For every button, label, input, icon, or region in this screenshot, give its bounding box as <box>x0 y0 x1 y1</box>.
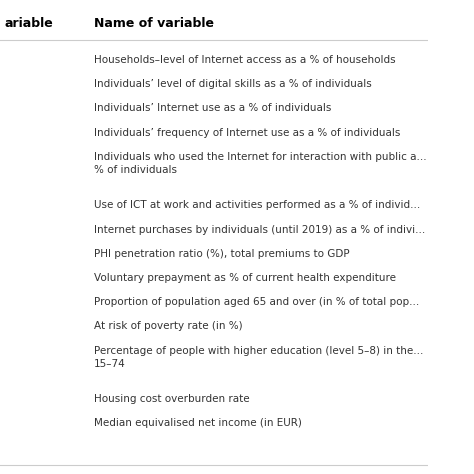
Text: Percentage of people with higher education (level 5–8) in the...
15–74: Percentage of people with higher educati… <box>94 346 423 369</box>
Text: Use of ICT at work and activities performed as a % of individ...: Use of ICT at work and activities perfor… <box>94 201 420 210</box>
Text: ariable: ariable <box>4 17 53 29</box>
Text: Individuals’ level of digital skills as a % of individuals: Individuals’ level of digital skills as … <box>94 79 372 89</box>
Text: PHI penetration ratio (%), total premiums to GDP: PHI penetration ratio (%), total premium… <box>94 249 350 259</box>
Text: Households–level of Internet access as a % of households: Households–level of Internet access as a… <box>94 55 396 65</box>
Text: Individuals’ Internet use as a % of individuals: Individuals’ Internet use as a % of indi… <box>94 103 331 113</box>
Text: Housing cost overburden rate: Housing cost overburden rate <box>94 394 250 404</box>
Text: At risk of poverty rate (in %): At risk of poverty rate (in %) <box>94 321 243 331</box>
Text: Median equivalised net income (in EUR): Median equivalised net income (in EUR) <box>94 419 302 428</box>
Text: Internet purchases by individuals (until 2019) as a % of indivi...: Internet purchases by individuals (until… <box>94 225 425 235</box>
Text: Proportion of population aged 65 and over (in % of total pop...: Proportion of population aged 65 and ove… <box>94 297 419 307</box>
Text: Voluntary prepayment as % of current health expenditure: Voluntary prepayment as % of current hea… <box>94 273 396 283</box>
Text: Name of variable: Name of variable <box>94 17 214 29</box>
Text: Individuals who used the Internet for interaction with public a...
% of individu: Individuals who used the Internet for in… <box>94 152 427 175</box>
Text: Individuals’ frequency of Internet use as a % of individuals: Individuals’ frequency of Internet use a… <box>94 128 401 137</box>
